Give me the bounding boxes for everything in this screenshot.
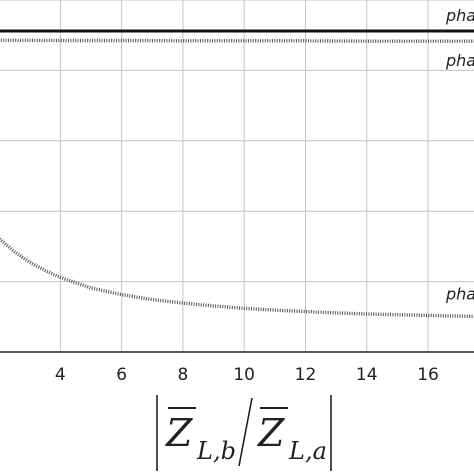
numerator-symbol: Z	[165, 411, 193, 455]
series-label-3: pha	[445, 284, 474, 303]
series-labels: pha pha pha	[445, 6, 474, 303]
x-tick-label: 6	[116, 365, 127, 385]
x-tick-label: 12	[295, 365, 317, 385]
x-tick-label: 8	[177, 365, 188, 385]
fraction-slash	[238, 397, 253, 467]
x-tick-label: 14	[356, 365, 378, 385]
series-label-2: pha	[445, 51, 474, 70]
series-label-1: pha	[445, 6, 474, 25]
denominator-subscript: L,a	[288, 437, 327, 465]
denominator-symbol: Z	[257, 411, 285, 455]
x-tick-labels: 4 6 8 10 12 14 16	[55, 365, 439, 385]
x-axis-label: Z L,b Z L,a	[156, 395, 332, 471]
series-line-2	[0, 38, 474, 43]
series-line-3	[0, 236, 474, 319]
x-tick-label: 4	[55, 365, 66, 385]
numerator-subscript: L,b	[196, 437, 236, 465]
x-tick-label: 10	[233, 365, 255, 385]
series-group	[0, 29, 474, 319]
x-tick-label: 16	[417, 365, 439, 385]
grid-lines	[0, 0, 474, 353]
